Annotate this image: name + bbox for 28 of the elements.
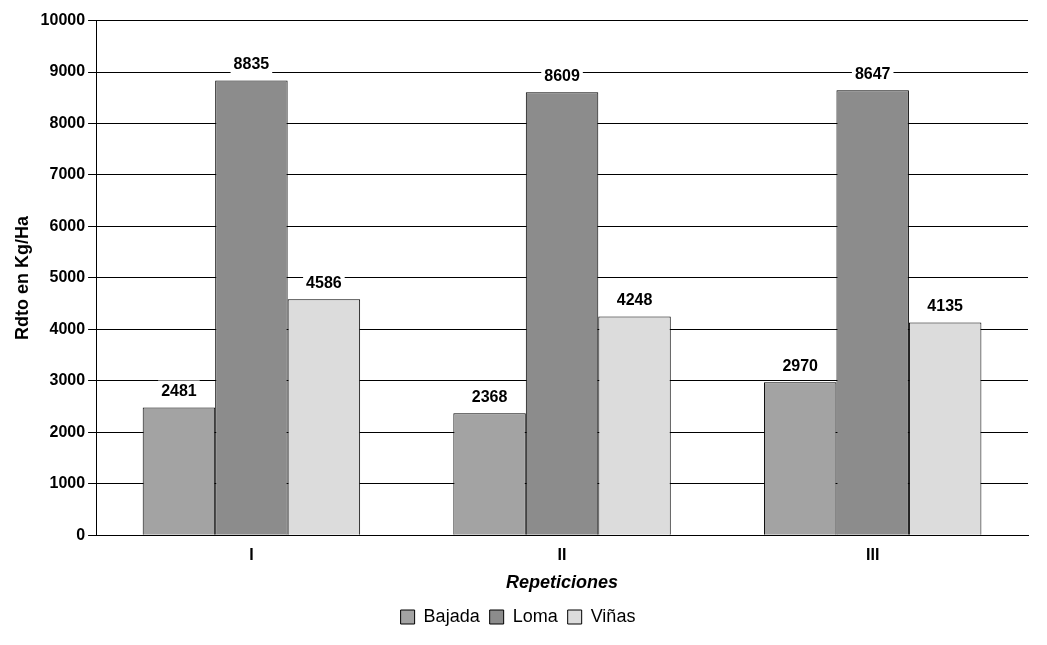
y-tick-label: 5000	[49, 268, 86, 286]
y-tick-label: 10000	[40, 11, 86, 29]
x-tick-label: III	[866, 546, 880, 564]
y-tick-label: 3000	[49, 371, 86, 389]
x-axis-title: Repeticiones	[506, 572, 619, 593]
data-label: 2970	[782, 356, 819, 374]
y-tick-label: 8000	[49, 113, 86, 131]
y-tick-label: 6000	[49, 216, 86, 234]
legend-label: Loma	[512, 605, 559, 626]
x-tick-label: II	[557, 546, 567, 564]
data-label: 4586	[306, 273, 342, 291]
y-tick-label: 7000	[49, 165, 86, 183]
data-label: 8647	[854, 64, 891, 82]
legend-label: Bajada	[423, 605, 481, 626]
data-label: 2481	[161, 381, 197, 399]
y-axis-title: Rdto en Kg/Ha	[11, 214, 32, 340]
legend-label: Viñas	[590, 605, 636, 626]
data-label: 4248	[616, 291, 653, 308]
x-tick-label: I	[249, 546, 254, 564]
data-label: 4135	[927, 296, 964, 314]
y-tick-label: 4000	[49, 319, 86, 337]
data-label: 8609	[544, 66, 580, 84]
y-tick-label: 0	[76, 525, 86, 543]
data-label: 8835	[233, 54, 270, 72]
y-tick-label: 9000	[49, 62, 86, 80]
data-label: 2368	[471, 387, 508, 405]
y-tick-label: 2000	[49, 422, 86, 440]
y-tick-label: 1000	[49, 474, 86, 492]
